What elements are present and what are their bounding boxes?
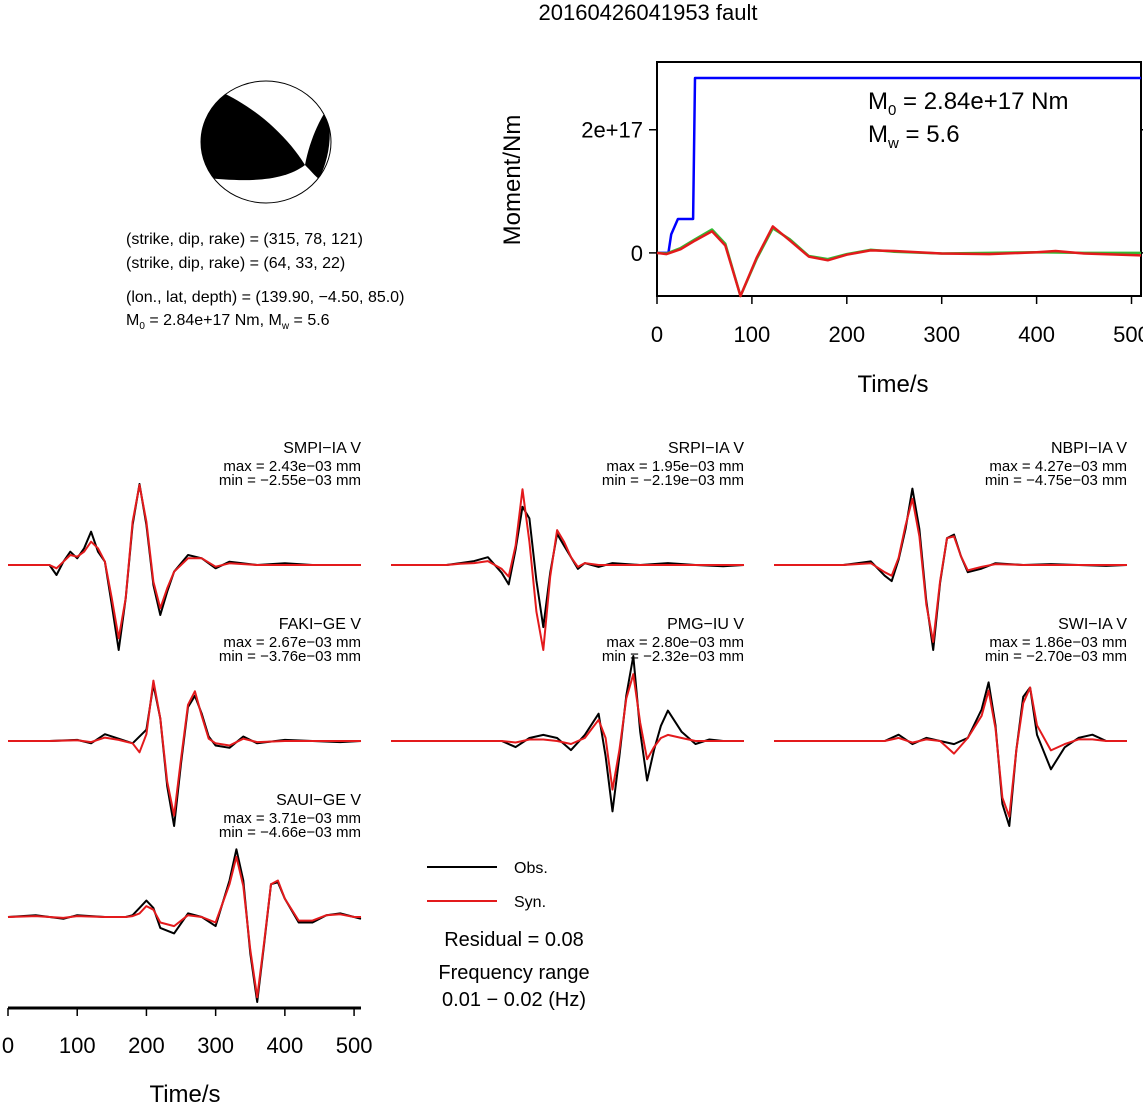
plot-title: 20160426041953 fault: [538, 0, 758, 25]
station-name: SWI−IA V: [1058, 616, 1127, 633]
station-max: max = 3.71e−03 mm: [223, 810, 361, 827]
station-name: SAUI−GE V: [276, 792, 361, 809]
mechanism-line-4: M0 = 2.84e+17 Nm, Mw = 5.6: [126, 312, 330, 333]
waveform-xtick-label: 0: [2, 1033, 14, 1058]
station-min: min = −2.19e−03 mm: [602, 472, 744, 489]
station-max: max = 2.80e−03 mm: [606, 634, 744, 651]
station-name: PMG−IU V: [667, 616, 744, 633]
station-max: max = 4.27e−03 mm: [989, 458, 1127, 475]
mechanism-line-3: (lon., lat, depth) = (139.90, −4.50, 85.…: [126, 289, 405, 306]
waveform-xtick-label: 400: [267, 1033, 304, 1058]
beachball-icon: [200, 80, 332, 204]
waveform-syn: [774, 686, 1127, 818]
station-name: SRPI−IA V: [668, 440, 744, 457]
waveform-syn: [8, 484, 361, 640]
legend-freq-title: Frequency range: [438, 962, 589, 984]
waveform-syn: [774, 497, 1127, 643]
station-min: min = −2.70e−03 mm: [985, 648, 1127, 665]
waveform-xtick-label: 100: [59, 1033, 96, 1058]
waveform-syn: [391, 488, 744, 651]
moment-xtick-label: 0: [651, 322, 663, 347]
station-min: min = −4.66e−03 mm: [219, 824, 361, 841]
station-min: min = −2.55e−03 mm: [219, 472, 361, 489]
waveform-syn: [391, 673, 744, 791]
legend-syn-label: Syn.: [514, 894, 546, 911]
moment-xtick-label: 400: [1018, 322, 1055, 347]
moment-xtick-label: 500: [1113, 322, 1143, 347]
station-min: min = −4.75e−03 mm: [985, 472, 1127, 489]
moment-m0-annotation: M0 = 2.84e+17 Nm: [868, 88, 1068, 119]
waveform-obs: [391, 505, 745, 629]
waveform-xtick-label: 300: [197, 1033, 234, 1058]
waveform-xlabel: Time/s: [149, 1081, 220, 1104]
station-max: max = 1.86e−03 mm: [989, 634, 1127, 651]
moment-ytick-label: 2e+17: [581, 118, 643, 143]
moment-xtick-label: 300: [923, 322, 960, 347]
moment-frame: [656, 61, 1142, 297]
legend-obs-label: Obs.: [514, 860, 548, 877]
waveform-obs: [7, 848, 362, 1003]
moment-xlabel: Time/s: [857, 371, 928, 398]
moment-ytick-label: 0: [631, 241, 643, 266]
moment-xtick-label: 200: [828, 322, 865, 347]
legend-residual: Residual = 0.08: [444, 929, 584, 951]
moment-xtick-label: 100: [734, 322, 771, 347]
legend-freq-value: 0.01 − 0.02 (Hz): [442, 989, 586, 1011]
moment-series-rate_red: [656, 225, 1142, 298]
station-name: NBPI−IA V: [1051, 440, 1127, 457]
moment-chart: 010020030040050002e+17 Moment/Nm Time/s …: [499, 61, 1143, 398]
station-min: min = −3.76e−03 mm: [219, 648, 361, 665]
mechanism-line-2: (strike, dip, rake) = (64, 33, 22): [126, 255, 346, 272]
waveform-xtick-label: 500: [336, 1033, 373, 1058]
station-name: FAKI−GE V: [279, 616, 362, 633]
mechanism-line-1: (strike, dip, rake) = (315, 78, 121): [126, 231, 363, 248]
station-name: SMPI−IA V: [283, 440, 361, 457]
moment-mw-annotation: Mw = 5.6: [868, 121, 960, 152]
station-min: min = −2.32e−03 mm: [602, 648, 744, 665]
waveform-syn: [7, 855, 361, 999]
waveform-obs: [391, 655, 744, 813]
station-max: max = 1.95e−03 mm: [606, 458, 744, 475]
station-max: max = 2.67e−03 mm: [223, 634, 361, 651]
waveform-obs: [774, 681, 1127, 827]
station-max: max = 2.43e−03 mm: [223, 458, 361, 475]
waveform-xtick-label: 200: [128, 1033, 165, 1058]
moment-ylabel: Moment/Nm: [499, 115, 526, 246]
waveform-syn: [8, 679, 361, 817]
